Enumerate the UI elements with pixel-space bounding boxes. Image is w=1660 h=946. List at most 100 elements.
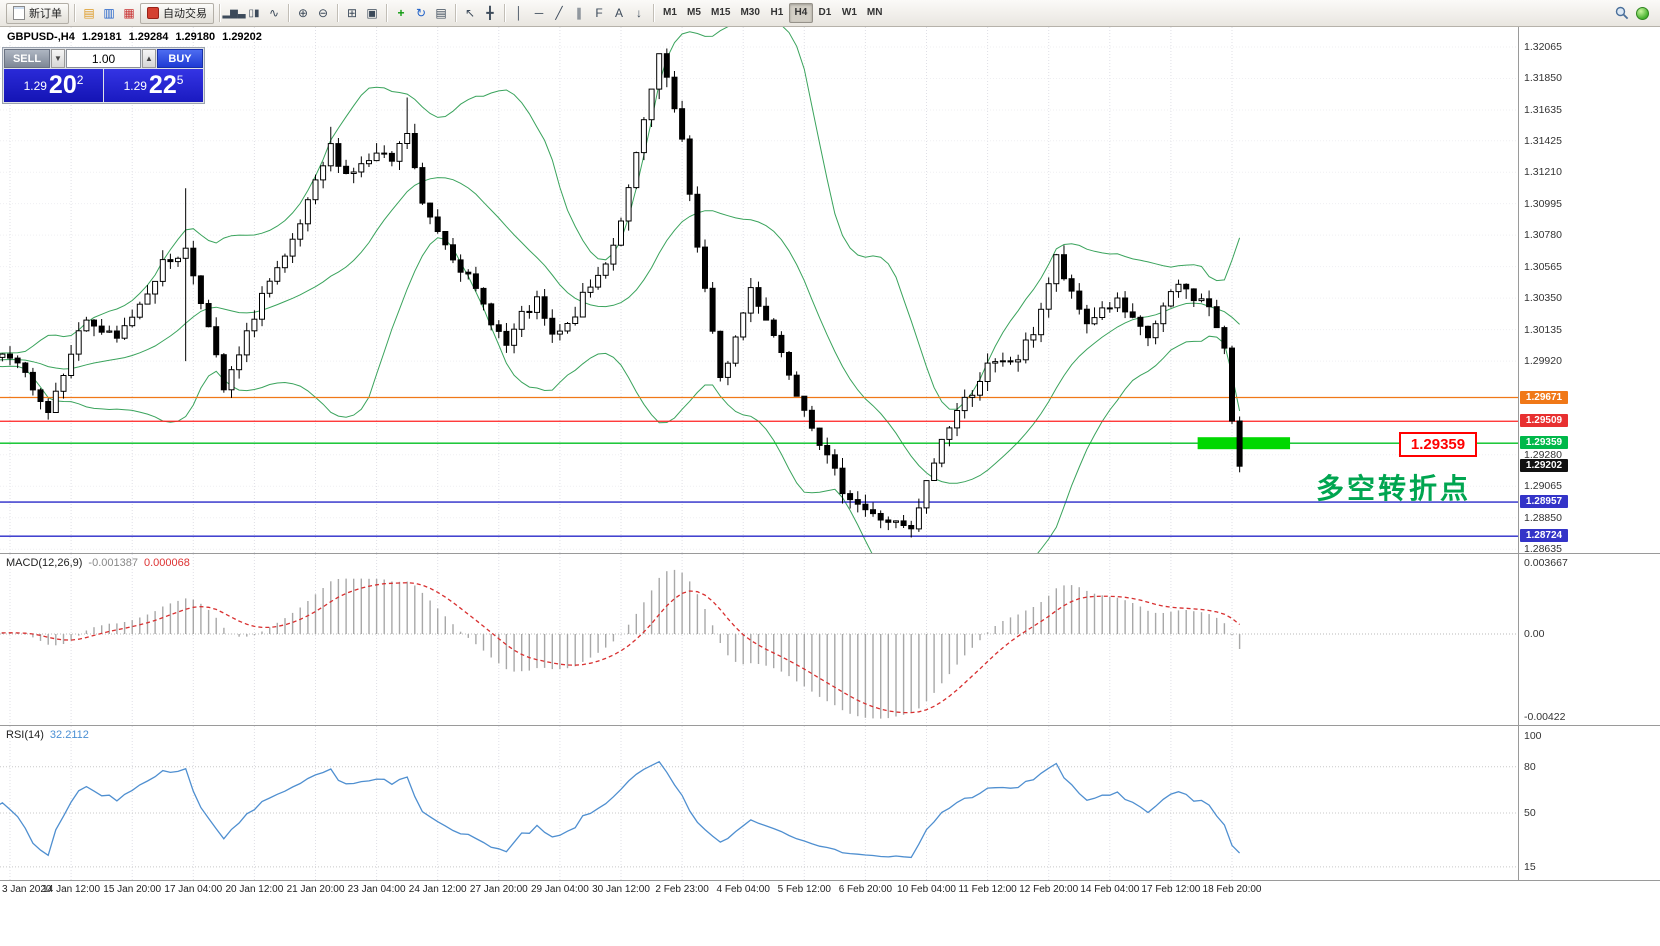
timeframe-h4[interactable]: H4 (788, 3, 813, 23)
price-axis-label: 1.30565 (1524, 260, 1562, 273)
channel-icon[interactable]: ∥ (569, 3, 589, 23)
time-axis-label: 18 Feb 20:00 (1202, 884, 1262, 895)
toolbar-separator (455, 4, 456, 22)
toolbar-separator (337, 4, 338, 22)
fibonacci-icon[interactable]: F (589, 3, 609, 23)
timeframe-m30[interactable]: M30 (735, 3, 764, 23)
candlestick-chart-icon[interactable]: ▯▮ (244, 3, 264, 23)
price-axis-label: 1.31850 (1524, 72, 1562, 85)
time-axis-label: 30 Jan 12:00 (592, 884, 650, 895)
sell-price-prefix: 1.29 (23, 78, 47, 93)
macd-axis-label: -0.00422 (1524, 711, 1566, 723)
macd-axis-label: 0.003667 (1524, 557, 1568, 569)
chart-ohlc-header: GBPUSD-,H4 1.29181 1.29284 1.29180 1.29202 (7, 31, 269, 43)
price-line-tag: 1.29509 (1520, 414, 1568, 428)
vertical-line-icon[interactable]: │ (509, 3, 529, 23)
cursor-icon[interactable]: ↖ (460, 3, 480, 23)
rsi-axis-label: 100 (1524, 730, 1542, 742)
price-axis-label: 1.28850 (1524, 511, 1562, 524)
rsi-grid (0, 726, 1518, 880)
buy-price-pips: 22 (148, 71, 177, 99)
macd-panel-chart[interactable] (0, 554, 1518, 725)
timeframe-m15[interactable]: M15 (706, 3, 735, 23)
toolbar-separator (219, 4, 220, 22)
highlight-band (1197, 437, 1291, 450)
navigator-icon[interactable]: ▥ (99, 3, 119, 23)
pane-divider (0, 880, 1660, 881)
timeframe-m5[interactable]: M5 (682, 3, 706, 23)
time-axis-label: 27 Jan 20:00 (469, 884, 528, 895)
price-axis-border (1518, 27, 1519, 880)
price-line-tag: 1.28724 (1520, 529, 1568, 543)
timeframe-h1[interactable]: H1 (765, 3, 789, 23)
price-chart[interactable] (0, 27, 1518, 553)
zoom-in-icon[interactable]: ⊕ (293, 3, 313, 23)
tile-windows-icon[interactable]: ⊞ (342, 3, 362, 23)
rsi-panel-chart[interactable] (0, 726, 1518, 880)
price-axis-label: 1.32065 (1524, 41, 1562, 53)
price-axis-label: 1.30995 (1524, 197, 1562, 210)
timeframe-mn[interactable]: MN (862, 3, 888, 23)
terminal-icon[interactable]: ▦ (119, 3, 139, 23)
time-axis-label: 2 Feb 23:00 (655, 884, 709, 895)
zoom-out-icon[interactable]: ⊖ (313, 3, 333, 23)
volume-decrease-button[interactable]: ▼ (51, 49, 65, 68)
price-axis-label: 1.30135 (1524, 323, 1562, 336)
line-chart-icon[interactable]: ∿ (264, 3, 284, 23)
turning-point-annotation[interactable]: 多空转折点 (1316, 473, 1472, 504)
buy-price-prefix: 1.29 (123, 78, 147, 93)
timeframe-m1[interactable]: M1 (658, 3, 682, 23)
time-axis-label: 4 Feb 04:00 (716, 884, 770, 895)
macd-signal-line (0, 582, 1241, 714)
sell-button[interactable]: SELL (4, 49, 50, 68)
crosshair-icon[interactable]: ╋ (480, 3, 500, 23)
price-axis-label: 1.29280 (1524, 448, 1562, 461)
chart-grid (0, 27, 1518, 553)
time-axis-label: 12 Feb 20:00 (1019, 884, 1079, 895)
candles-series (0, 48, 1243, 538)
auto-trading-button[interactable]: 自动交易 (140, 2, 214, 24)
time-axis-label: 24 Jan 12:00 (408, 884, 467, 895)
volume-increase-button[interactable]: ▲ (142, 49, 156, 68)
buy-price-display[interactable]: 1.29 22 5 (104, 69, 203, 102)
search-icon[interactable] (1612, 3, 1632, 23)
rsi-label: RSI(14) 32.2112 (6, 729, 89, 741)
text-icon[interactable]: A (609, 3, 629, 23)
templates-icon[interactable]: ▤ (431, 3, 451, 23)
rsi-value: 32.2112 (49, 729, 89, 741)
periods-icon[interactable]: ↻ (411, 3, 431, 23)
arrows-icon[interactable]: ↓ (629, 3, 649, 23)
new-order-button[interactable]: 新订单 (6, 2, 69, 24)
market-watch-icon[interactable]: ▤ (79, 3, 99, 23)
rsi-line (0, 760, 1241, 859)
price-axis-label: 1.31635 (1524, 103, 1562, 116)
sell-price-display[interactable]: 1.29 20 2 (4, 69, 103, 102)
pane-divider[interactable] (0, 725, 1660, 726)
timeframe-w1[interactable]: W1 (837, 3, 862, 23)
price-line-tag: 1.29359 (1520, 436, 1568, 450)
buy-button[interactable]: BUY (157, 49, 203, 68)
toolbar-separator (74, 4, 75, 22)
symbol-label: GBPUSD-,H4 (7, 31, 75, 43)
trendline-icon[interactable]: ╱ (549, 3, 569, 23)
price-axis-label: 1.30350 (1524, 292, 1562, 305)
rsi-axis-label: 80 (1524, 760, 1536, 773)
time-axis-label: 11 Feb 12:00 (958, 884, 1017, 895)
macd-axis-label: 0.00 (1524, 628, 1545, 640)
timeframe-d1[interactable]: D1 (813, 3, 837, 23)
toolbar-separator (504, 4, 505, 22)
price-line-tag: 1.29671 (1520, 390, 1568, 404)
horizontal-line-icon[interactable]: ─ (529, 3, 549, 23)
macd-main-value: -0.001387 (88, 557, 138, 569)
pane-divider[interactable] (0, 553, 1660, 554)
indicators-icon[interactable]: + (391, 3, 411, 23)
price-callout-box[interactable]: 1.29359 (1399, 432, 1477, 457)
time-axis-label: 17 Feb 12:00 (1141, 884, 1201, 895)
new-order-label: 新订单 (29, 8, 62, 20)
bar-chart-icon[interactable]: ▂▆▃ (222, 3, 245, 23)
sell-price-pips: 20 (48, 71, 77, 99)
volume-input[interactable] (66, 49, 141, 68)
cascade-windows-icon[interactable]: ▣ (362, 3, 382, 23)
macd-label: MACD(12,26,9) -0.001387 0.000068 (6, 557, 190, 569)
